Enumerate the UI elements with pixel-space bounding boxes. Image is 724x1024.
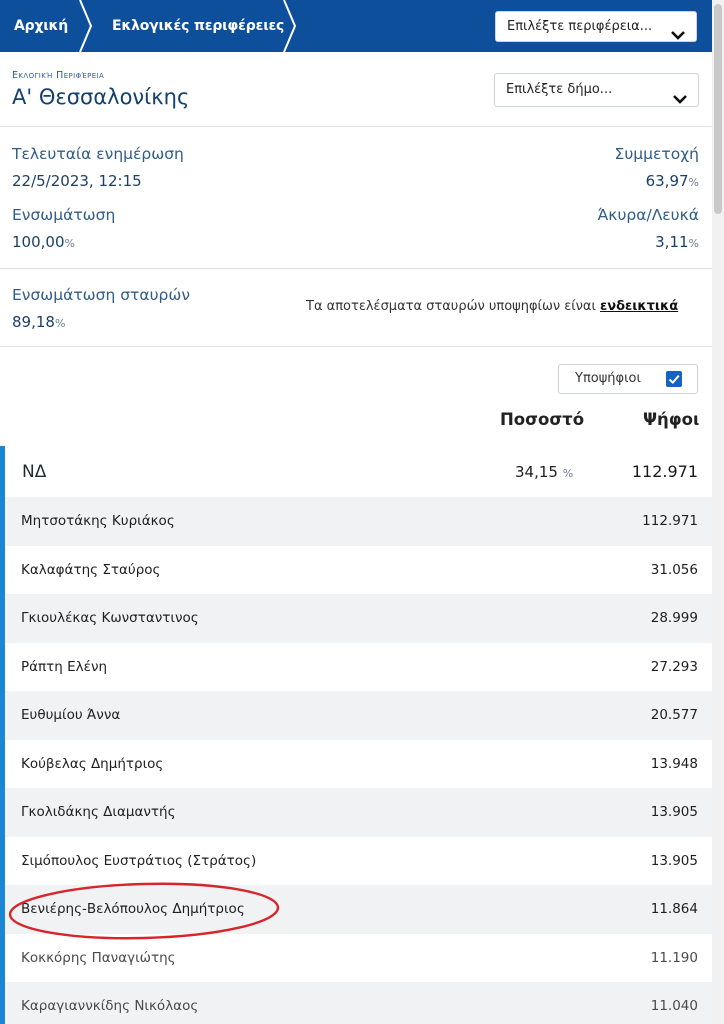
candidate-name: Καλαφάτης Σταύρος: [21, 561, 161, 578]
last-update-label: Τελευταία ενημέρωση: [12, 145, 184, 163]
party-name: ΝΔ: [22, 462, 47, 482]
candidate-votes: 11.040: [650, 998, 698, 1014]
breadcrumb-separator-icon: [78, 0, 94, 52]
candidate-votes: 20.577: [650, 707, 698, 723]
turnout-number: 63,97: [645, 172, 689, 190]
breadcrumb-separator-icon: [282, 0, 298, 52]
party-row[interactable]: ΝΔ 34,15 % 112.971: [5, 446, 712, 497]
candidate-row[interactable]: Καλαφάτης Σταύρος 31.056: [5, 546, 712, 595]
candidate-votes: 27.293: [650, 658, 698, 675]
candidate-row[interactable]: Γκιουλέκας Κωνσταντινος 28.999: [5, 594, 712, 643]
percent-sign: %: [688, 237, 699, 250]
percent-sign: %: [54, 317, 66, 330]
candidate-votes: 31.056: [650, 561, 698, 578]
turnout-label: Συμμετοχή: [614, 145, 699, 163]
candidate-row[interactable]: Γκολιδάκης Διαμαντής 13.905: [5, 788, 712, 837]
candidate-name: Ράπτη Ελένη: [21, 658, 108, 675]
candidate-votes: 11.864: [650, 901, 698, 917]
candidate-votes: 13.948: [650, 755, 698, 772]
candidate-row[interactable]: Βενιέρης-Βελόπουλος Δημήτριος 11.864: [5, 885, 712, 934]
invalid-number: 3,11: [655, 233, 689, 251]
note-text: Τα αποτελέσματα σταυρών υποψηφίων είναι: [306, 299, 601, 314]
top-navigation-bar: Αρχική Εκλογικές περιφέρειες Επιλέξτε πε…: [0, 0, 712, 52]
candidate-row[interactable]: Ευθυμίου Άννα 20.577: [5, 691, 712, 740]
integration-value: 100,00%: [12, 233, 75, 251]
invalid-value: 3,11%: [655, 233, 699, 251]
candidate-row[interactable]: Ράπτη Ελένη 27.293: [5, 643, 712, 692]
region-label: Εκλογική Περιφέρεια: [12, 70, 105, 81]
region-select[interactable]: Επιλέξτε περιφέρεια...: [495, 11, 697, 42]
candidate-name: Γκιουλέκας Κωνσταντινος: [21, 610, 199, 626]
chevron-down-icon: [670, 22, 686, 40]
candidate-name: Σιμόπουλος Ευστράτιος (Στράτος): [21, 852, 257, 869]
divider: [0, 126, 712, 127]
candidate-row[interactable]: Καραγιαννκίδης Νικόλαος 11.040: [5, 982, 712, 1024]
indicative-link[interactable]: ενδεικτικά: [600, 299, 679, 314]
candidate-name: Ευθυμίου Άννα: [21, 707, 121, 723]
party-pct-number: 34,15: [515, 463, 558, 481]
municipality-select[interactable]: Επιλέξτε δήμο...: [494, 73, 699, 107]
candidate-name: Γκολιδάκης Διαμαντής: [21, 804, 176, 820]
candidate-name: Καραγιαννκίδης Νικόλαος: [21, 998, 199, 1014]
crosses-integration-value: 89,18%: [12, 313, 65, 331]
breadcrumb-home[interactable]: Αρχική: [14, 18, 69, 34]
percent-sign: %: [64, 237, 75, 250]
crosses-number: 89,18: [12, 313, 55, 331]
page-scrollbar[interactable]: [712, 0, 724, 1024]
candidate-name: Μητσοτάκης Κυριάκος: [21, 513, 175, 529]
chevron-down-icon: [672, 85, 688, 104]
column-header-votes: Ψήφοι: [643, 410, 700, 429]
percent-sign: %: [562, 467, 574, 480]
indicative-results-note: Τα αποτελέσματα σταυρών υποψηφίων είναι …: [306, 299, 678, 314]
candidates-toggle-label: Υποψήφιοι: [575, 371, 641, 386]
candidate-row[interactable]: Σιμόπουλος Ευστράτιος (Στράτος) 13.905: [5, 837, 712, 886]
column-header-percentage: Ποσοστό: [500, 410, 585, 429]
percent-sign: %: [688, 176, 699, 189]
candidate-name: Κοκκόρης Παναγιώτης: [21, 949, 176, 966]
candidate-votes: 11.190: [650, 949, 698, 966]
checkbox-checked-icon[interactable]: [666, 371, 682, 387]
region-select-value: Επιλέξτε περιφέρεια...: [507, 19, 653, 34]
integration-label: Ενσωμάτωση: [12, 206, 116, 224]
invalid-label: Άκυρα/Λευκά: [597, 206, 699, 224]
scrollbar-thumb[interactable]: [714, 4, 722, 214]
turnout-value: 63,97%: [646, 172, 699, 190]
integration-number: 100,00: [12, 233, 65, 251]
page-title: Α' Θεσσαλονίκης: [12, 85, 190, 109]
candidate-votes: 112.971: [642, 513, 698, 529]
breadcrumb-regions[interactable]: Εκλογικές περιφέρειες: [112, 18, 285, 34]
municipality-select-value: Επιλέξτε δήμο...: [506, 82, 613, 97]
candidate-row[interactable]: Μητσοτάκης Κυριάκος 112.971: [5, 497, 712, 546]
party-percentage: 34,15 %: [515, 463, 573, 481]
candidate-name: Κούβελας Δημήτριος: [21, 755, 164, 772]
candidate-row[interactable]: Κούβελας Δημήτριος 13.948: [5, 740, 712, 789]
party-votes: 112.971: [631, 462, 698, 481]
candidate-name: Βενιέρης-Βελόπουλος Δημήτριος: [21, 901, 245, 917]
party-color-bar: [0, 446, 5, 1024]
candidate-votes: 13.905: [650, 852, 698, 869]
divider: [0, 268, 712, 269]
candidate-votes: 28.999: [650, 610, 698, 626]
last-update-value: 22/5/2023, 12:15: [12, 172, 142, 190]
candidate-votes: 13.905: [650, 804, 698, 820]
divider: [0, 346, 712, 347]
candidate-row[interactable]: Κοκκόρης Παναγιώτης 11.190: [5, 934, 712, 983]
crosses-integration-label: Ενσωμάτωση σταυρών: [12, 286, 191, 304]
candidates-toggle[interactable]: Υποψήφιοι: [558, 364, 698, 394]
